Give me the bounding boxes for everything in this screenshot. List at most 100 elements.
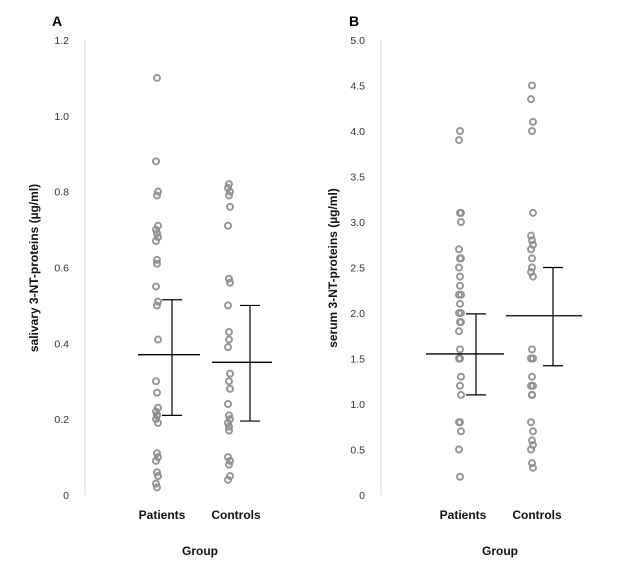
data-point-controls: [529, 208, 537, 217]
data-point-patients: [153, 388, 161, 397]
category-label-controls: Controls: [211, 508, 261, 522]
data-point-patients: [153, 449, 161, 458]
data-point-patients: [154, 472, 162, 481]
y-tick-label: 0: [359, 490, 365, 502]
data-point-patients: [457, 218, 465, 226]
data-point-controls: [225, 335, 233, 344]
data-point-controls: [226, 384, 234, 393]
data-point-patients: [456, 208, 464, 217]
data-point-patients: [455, 327, 463, 336]
data-point-patients: [455, 245, 463, 254]
category-label-patients: Patients: [139, 508, 186, 522]
data-point-controls: [528, 459, 536, 468]
data-point-controls: [529, 272, 537, 281]
data-point-patients: [152, 236, 160, 245]
data-point-patients: [153, 73, 161, 82]
data-point-patients: [456, 299, 464, 308]
data-point-controls: [225, 411, 233, 420]
panel-b: B serum 3-NT-proteins (µg/ml) Patients C…: [326, 13, 582, 558]
data-point-patients: [457, 254, 465, 263]
data-point-controls: [225, 422, 233, 431]
y-tick-label: 3.0: [350, 217, 365, 229]
y-tick-label: 2.0: [350, 308, 365, 320]
data-point-controls: [225, 180, 233, 189]
data-point-patients: [153, 483, 161, 492]
y-tick-label: 0: [63, 490, 69, 502]
data-point-patients: [152, 225, 160, 234]
data-point-controls: [225, 426, 233, 435]
data-point-controls: [528, 436, 536, 445]
data-point-patients: [153, 229, 161, 238]
data-point-patients: [153, 411, 161, 420]
data-point-controls: [225, 274, 233, 283]
data-point-patients: [455, 136, 463, 145]
data-point-controls: [225, 377, 233, 386]
y-tick-label: 0.5: [350, 445, 365, 457]
y-tick-label: 4.5: [350, 81, 365, 93]
data-point-patients: [455, 309, 463, 317]
data-point-patients: [455, 445, 463, 454]
x-axis-title: Group: [182, 544, 218, 558]
data-point-controls: [225, 191, 233, 200]
y-tick-label: 4.0: [350, 126, 365, 138]
data-point-controls: [226, 202, 234, 211]
data-point-patients: [154, 418, 162, 427]
data-point-patients: [152, 456, 160, 465]
data-point-patients: [154, 335, 162, 344]
data-point-patients: [456, 281, 464, 290]
y-tick-label: 0.4: [54, 338, 69, 350]
y-tick-label: 1.0: [350, 399, 365, 411]
category-label-patients: Patients: [440, 508, 487, 522]
panel-a: A salivary 3-NT-proteins (µg/ml) Patient…: [27, 13, 272, 558]
y-axis-title: salivary 3-NT-proteins (µg/ml): [27, 184, 41, 352]
data-point-patients: [456, 418, 464, 427]
data-point-controls: [529, 463, 537, 472]
data-point-controls: [226, 369, 234, 378]
data-point-patients: [456, 345, 464, 354]
y-tick-label: 1.0: [54, 111, 69, 123]
data-point-patients: [456, 272, 464, 281]
data-point-patients: [455, 263, 463, 272]
panel-label: A: [52, 13, 62, 29]
data-point-patients: [152, 157, 160, 166]
data-point-patients: [153, 468, 161, 477]
y-tick-label: 1.5: [350, 354, 365, 366]
data-point-controls: [226, 278, 234, 287]
data-point-controls: [226, 456, 234, 465]
y-tick-label: 0.2: [54, 414, 69, 426]
mean-and-error-bars: [138, 299, 272, 422]
data-point-patients: [457, 390, 465, 399]
panel-label: B: [349, 13, 359, 29]
data-point-controls: [527, 245, 535, 254]
data-point-patients: [457, 290, 465, 299]
data-point-patients: [152, 377, 160, 386]
data-point-controls: [224, 343, 232, 352]
data-point-controls: [226, 187, 234, 196]
y-tick-label: 1.2: [54, 35, 69, 47]
data-point-controls: [527, 231, 535, 240]
data-point-patients: [456, 127, 464, 135]
y-tick-label: 3.5: [350, 172, 365, 184]
data-point-patients: [456, 381, 464, 390]
data-point-patients: [153, 259, 161, 268]
data-point-controls: [528, 263, 536, 272]
data-point-controls: [528, 254, 536, 263]
data-point-controls: [527, 95, 535, 104]
category-label-controls: Controls: [512, 508, 562, 522]
y-tick-label: 2.5: [350, 263, 365, 275]
data-point-patients: [153, 191, 161, 200]
data-point-controls: [528, 372, 536, 381]
data-point-controls: [528, 127, 536, 135]
x-axis-title: Group: [482, 544, 518, 558]
data-points: [152, 73, 234, 492]
data-points: [455, 81, 537, 481]
data-point-controls: [527, 354, 535, 363]
data-point-controls: [527, 381, 535, 390]
data-point-patients: [152, 479, 160, 488]
data-point-controls: [224, 221, 232, 230]
data-point-patients: [456, 472, 464, 481]
data-point-patients: [153, 301, 161, 310]
y-ticks: 0 0.2 0.4 0.6 0.8 1.0 1.2: [54, 35, 69, 502]
data-point-patients: [152, 407, 160, 416]
